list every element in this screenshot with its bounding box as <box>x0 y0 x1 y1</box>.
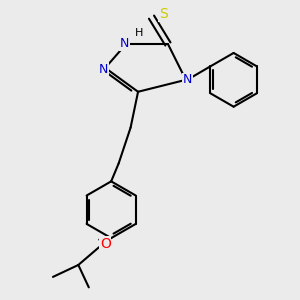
Text: N: N <box>183 73 192 86</box>
Text: N: N <box>120 37 129 50</box>
Text: O: O <box>100 237 111 251</box>
Text: N: N <box>99 63 108 76</box>
Text: S: S <box>159 7 168 21</box>
Text: H: H <box>135 28 144 38</box>
